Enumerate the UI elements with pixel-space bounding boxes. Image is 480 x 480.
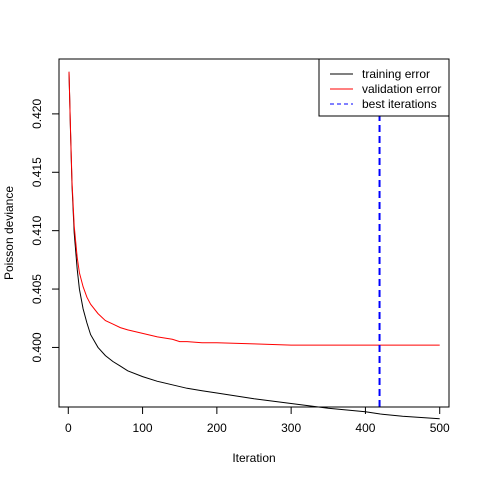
x-tick-label: 500 [430,421,450,435]
legend-label: training error [362,67,430,81]
x-axis-label: Iteration [232,451,275,465]
y-tick-label: 0.400 [30,332,44,362]
y-axis-label: Poisson deviance [2,186,16,280]
x-tick-label: 300 [281,421,301,435]
x-axis: 0 100 200 300 400 500 [65,406,450,435]
y-tick-label: 0.420 [30,99,44,129]
y-tick-label: 0.410 [30,215,44,245]
y-axis: 0.400 0.405 0.410 0.415 0.420 [30,99,60,362]
x-tick-label: 100 [133,421,153,435]
legend-box [318,58,450,117]
y-tick-label: 0.415 [30,157,44,187]
x-tick-label: 200 [207,421,227,435]
y-tick-label: 0.405 [30,274,44,304]
legend-label: best iterations [362,97,437,111]
legend-label: validation error [362,82,441,96]
x-tick-label: 0 [65,421,72,435]
x-tick-label: 400 [355,421,375,435]
series-line-1 [68,71,440,346]
